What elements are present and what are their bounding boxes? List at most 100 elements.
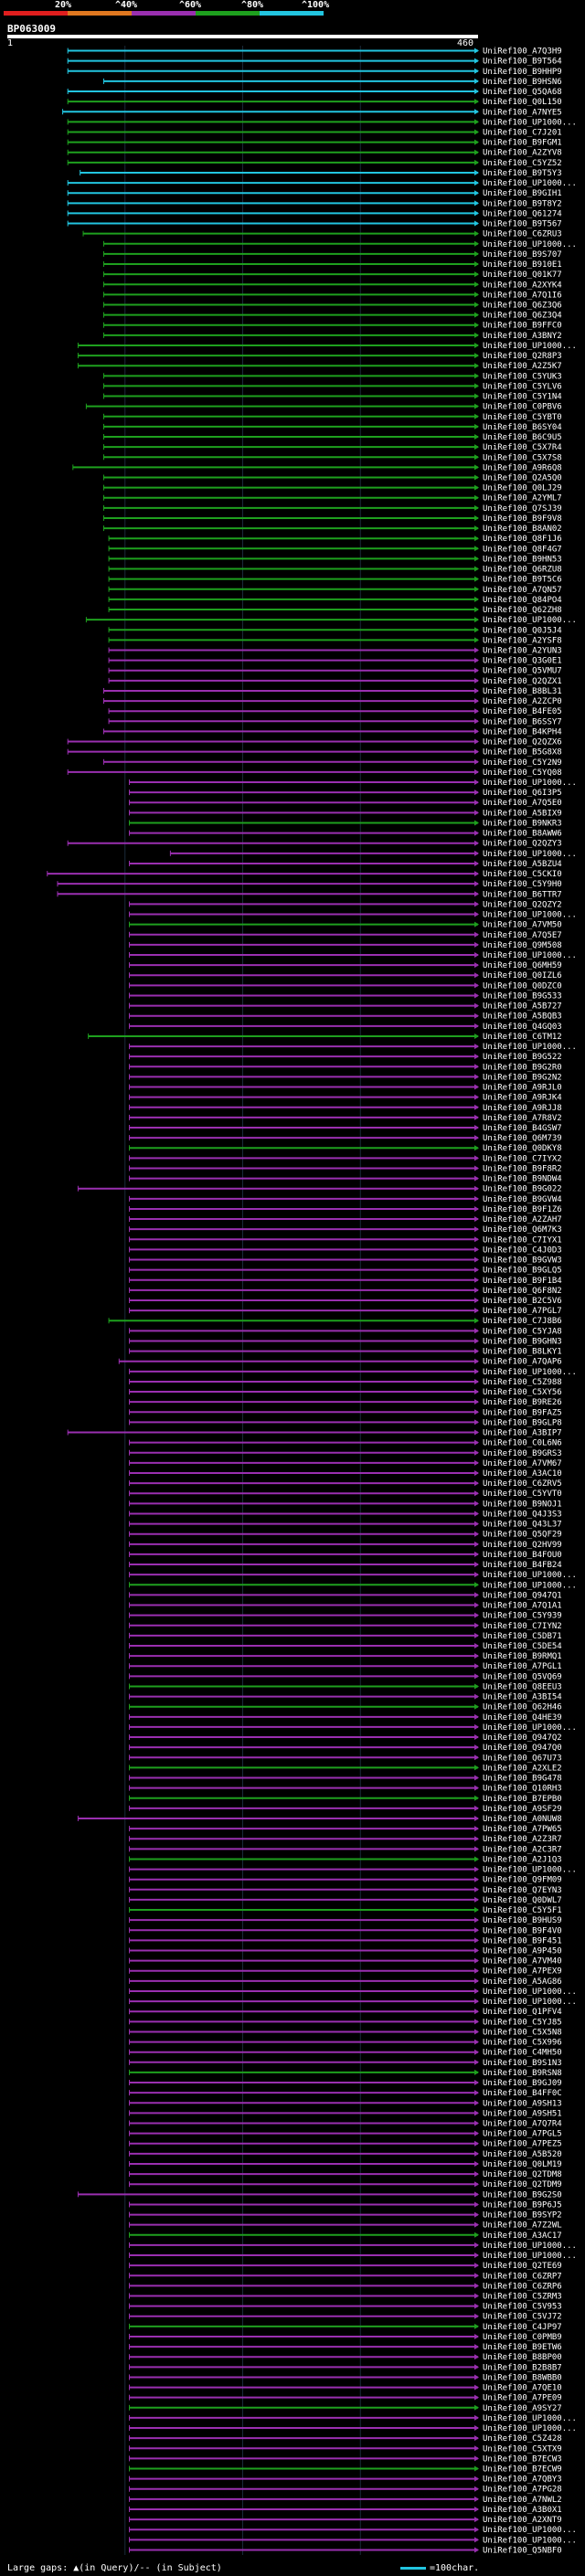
hit-label[interactable]: UniRef100_UP1000... [483,2414,577,2423]
hit-label[interactable]: UniRef100_A7QBY3 [483,2475,562,2485]
hit-label[interactable]: UniRef100_A3BNY2 [483,332,562,341]
hit-label[interactable]: UniRef100_A7PW65 [483,1825,562,1834]
hit-label[interactable]: UniRef100_C5Y2N9 [483,758,562,768]
hit-label[interactable]: UniRef100_C6ZRP7 [483,2272,562,2281]
hit-label[interactable]: UniRef100_A2XNT9 [483,2516,562,2525]
hit-label[interactable]: UniRef100_A2XYK4 [483,281,562,290]
hit-label[interactable]: UniRef100_B6SY04 [483,423,562,432]
hit-label[interactable]: UniRef100_Q6Z3Q4 [483,312,562,321]
hit-label[interactable]: UniRef100_A5B727 [483,1002,562,1012]
hit-label[interactable]: UniRef100_A7R8V2 [483,1114,562,1123]
hit-label[interactable]: UniRef100_Q0DWL7 [483,1896,562,1905]
hit-label[interactable]: UniRef100_B9G478 [483,1775,562,1784]
hit-label[interactable]: UniRef100_A9RJJ8 [483,1104,562,1113]
hit-label[interactable]: UniRef100_B7ECW9 [483,2465,562,2475]
hit-label[interactable]: UniRef100_B9G522 [483,1053,562,1062]
hit-label[interactable]: UniRef100_B9GLP8 [483,1418,562,1427]
hit-label[interactable]: UniRef100_Q0L150 [483,98,562,107]
hit-label[interactable]: UniRef100_C7IYX1 [483,1235,562,1245]
hit-label[interactable]: UniRef100_B9SYP2 [483,2211,562,2221]
hit-label[interactable]: UniRef100_A3B0X1 [483,2506,562,2515]
hit-label[interactable]: UniRef100_A2YSF8 [483,636,562,645]
hit-label[interactable]: UniRef100_A7Q5E0 [483,799,562,808]
hit-label[interactable]: UniRef100_B9F1B4 [483,1277,562,1286]
hit-label[interactable]: UniRef100_C5Z428 [483,2434,562,2443]
hit-label[interactable]: UniRef100_A2C3R7 [483,1845,562,1854]
hit-label[interactable]: UniRef100_B9S707 [483,250,562,260]
hit-label[interactable]: UniRef100_A3AC10 [483,1469,562,1479]
hit-label[interactable]: UniRef100_B4FOU0 [483,1551,562,1560]
hit-label[interactable]: UniRef100_B7ECW3 [483,2454,562,2464]
hit-label[interactable]: UniRef100_Q01K77 [483,270,562,280]
hit-label[interactable]: UniRef100_B6C9U5 [483,433,562,442]
hit-label[interactable]: UniRef100_A2YML7 [483,494,562,504]
hit-label[interactable]: UniRef100_C0PBV6 [483,403,562,412]
hit-label[interactable]: UniRef100_Q2HV99 [483,1541,562,1550]
hit-label[interactable]: UniRef100_C5Y1N4 [483,393,562,402]
hit-label[interactable]: UniRef100_B9F1Z6 [483,1205,562,1214]
hit-label[interactable]: UniRef100_C5DE54 [483,1642,562,1651]
hit-label[interactable]: UniRef100_C5YUK3 [483,372,562,381]
hit-label[interactable]: UniRef100_A2ZYV8 [483,149,562,158]
hit-label[interactable]: UniRef100_A2ZCP0 [483,697,562,706]
hit-label[interactable]: UniRef100_UP1000... [483,179,577,188]
hit-label[interactable]: UniRef100_B9F9V8 [483,514,562,524]
hit-label[interactable]: UniRef100_C7J8B6 [483,1317,562,1326]
hit-label[interactable]: UniRef100_Q4HE39 [483,1713,562,1723]
hit-label[interactable]: UniRef100_UP1000... [483,2536,577,2545]
hit-label[interactable]: UniRef100_Q7EYN3 [483,1886,562,1895]
hit-label[interactable]: UniRef100_C5Y939 [483,1612,562,1621]
hit-label[interactable]: UniRef100_B9ETW6 [483,2343,562,2352]
hit-label[interactable]: UniRef100_B9FGM1 [483,139,562,148]
hit-label[interactable]: UniRef100_C5YBT0 [483,413,562,422]
hit-label[interactable]: UniRef100_C5YJ85 [483,2018,562,2027]
hit-label[interactable]: UniRef100_Q4J3S3 [483,1510,562,1519]
hit-label[interactable]: UniRef100_A7QN57 [483,586,562,595]
hit-label[interactable]: UniRef100_UP1000... [483,240,577,249]
hit-label[interactable]: UniRef100_Q0LJ29 [483,484,562,493]
hit-label[interactable]: UniRef100_UP1000... [483,1988,577,1997]
hit-label[interactable]: UniRef100_A7PGL1 [483,1662,562,1671]
hit-label[interactable]: UniRef100_Q5QA68 [483,88,562,97]
hit-label[interactable]: UniRef100_A5BIX9 [483,809,562,818]
hit-label[interactable]: UniRef100_C5YZ52 [483,159,562,168]
hit-label[interactable]: UniRef100_B9NOJ1 [483,1500,562,1509]
hit-label[interactable]: UniRef100_Q2QZY3 [483,840,562,849]
hit-label[interactable]: UniRef100_Q9M508 [483,941,562,950]
hit-label[interactable]: UniRef100_A9SF29 [483,1805,562,1814]
hit-label[interactable]: UniRef100_A9SY27 [483,2404,562,2413]
hit-label[interactable]: UniRef100_UP1000... [483,616,577,625]
hit-label[interactable]: UniRef100_Q947Q2 [483,1733,562,1743]
hit-label[interactable]: UniRef100_Q9FM09 [483,1876,562,1885]
hit-label[interactable]: UniRef100_Q0DKY8 [483,1144,562,1153]
hit-label[interactable]: UniRef100_B9G2S0 [483,2190,562,2200]
hit-label[interactable]: UniRef100_A7Q5E7 [483,931,562,940]
hit-label[interactable]: UniRef100_UP1000... [483,951,577,960]
hit-label[interactable]: UniRef100_UP1000... [483,118,577,127]
hit-label[interactable]: UniRef100_A7Q3H9 [483,48,562,57]
hit-label[interactable]: UniRef100_B8WBB0 [483,2373,562,2382]
hit-label[interactable]: UniRef100_C6ZRU3 [483,230,562,239]
hit-label[interactable]: UniRef100_UP1000... [483,2252,577,2261]
hit-label[interactable]: UniRef100_Q2QZX1 [483,677,562,686]
hit-label[interactable]: UniRef100_A2Z3R7 [483,1835,562,1844]
hit-label[interactable]: UniRef100_C7J201 [483,128,562,137]
hit-label[interactable]: UniRef100_B9G022 [483,1185,562,1194]
hit-label[interactable]: UniRef100_A5AG86 [483,1977,562,1987]
hit-label[interactable]: UniRef100_C5YVT0 [483,1489,562,1499]
hit-label[interactable]: UniRef100_A7VM50 [483,921,562,930]
hit-label[interactable]: UniRef100_A7PEZ5 [483,2140,562,2149]
hit-label[interactable]: UniRef100_UP1000... [483,1581,577,1590]
hit-label[interactable]: UniRef100_B9GJ09 [483,2079,562,2088]
hit-label[interactable]: UniRef100_B7EPB0 [483,1795,562,1804]
hit-label[interactable]: UniRef100_A5B520 [483,2150,562,2159]
hit-label[interactable]: UniRef100_Q6M739 [483,1134,562,1143]
hit-label[interactable]: UniRef100_A2XLE2 [483,1764,562,1773]
hit-label[interactable]: UniRef100_C5X7S8 [483,453,562,462]
hit-label[interactable]: UniRef100_A9SH51 [483,2109,562,2118]
hit-label[interactable]: UniRef100_B9G533 [483,991,562,1001]
hit-label[interactable]: UniRef100_B2C5V6 [483,1297,562,1306]
hit-label[interactable]: UniRef100_Q7SJ39 [483,504,562,514]
hit-label[interactable]: UniRef100_Q1PFV4 [483,2008,562,2017]
hit-label[interactable]: UniRef100_A7PG28 [483,2486,562,2495]
